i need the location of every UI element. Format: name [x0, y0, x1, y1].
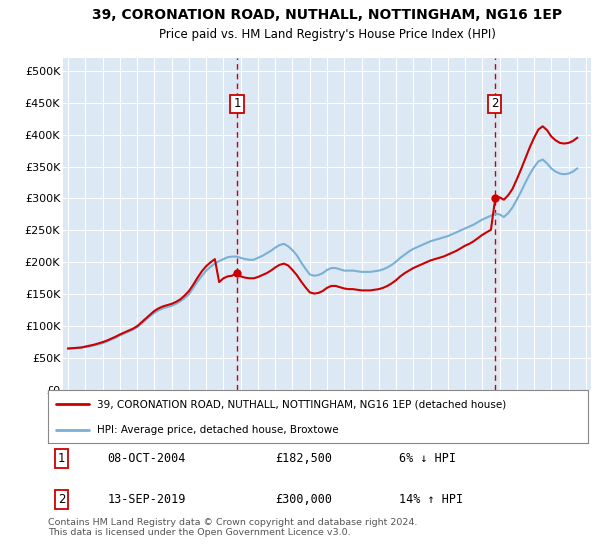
Text: 13-SEP-2019: 13-SEP-2019: [107, 493, 186, 506]
Text: 14% ↑ HPI: 14% ↑ HPI: [399, 493, 463, 506]
Text: 1: 1: [58, 452, 65, 465]
Text: HPI: Average price, detached house, Broxtowe: HPI: Average price, detached house, Brox…: [97, 424, 338, 435]
Text: £300,000: £300,000: [275, 493, 332, 506]
Text: 39, CORONATION ROAD, NUTHALL, NOTTINGHAM, NG16 1EP (detached house): 39, CORONATION ROAD, NUTHALL, NOTTINGHAM…: [97, 399, 506, 409]
Text: Contains HM Land Registry data © Crown copyright and database right 2024.
This d: Contains HM Land Registry data © Crown c…: [48, 518, 418, 538]
Text: Price paid vs. HM Land Registry's House Price Index (HPI): Price paid vs. HM Land Registry's House …: [158, 28, 496, 41]
Text: 1: 1: [233, 97, 241, 110]
Text: 6% ↓ HPI: 6% ↓ HPI: [399, 452, 456, 465]
Text: 2: 2: [491, 97, 498, 110]
Text: 08-OCT-2004: 08-OCT-2004: [107, 452, 186, 465]
Text: 2: 2: [58, 493, 65, 506]
Text: £182,500: £182,500: [275, 452, 332, 465]
Text: 39, CORONATION ROAD, NUTHALL, NOTTINGHAM, NG16 1EP: 39, CORONATION ROAD, NUTHALL, NOTTINGHAM…: [92, 8, 562, 22]
